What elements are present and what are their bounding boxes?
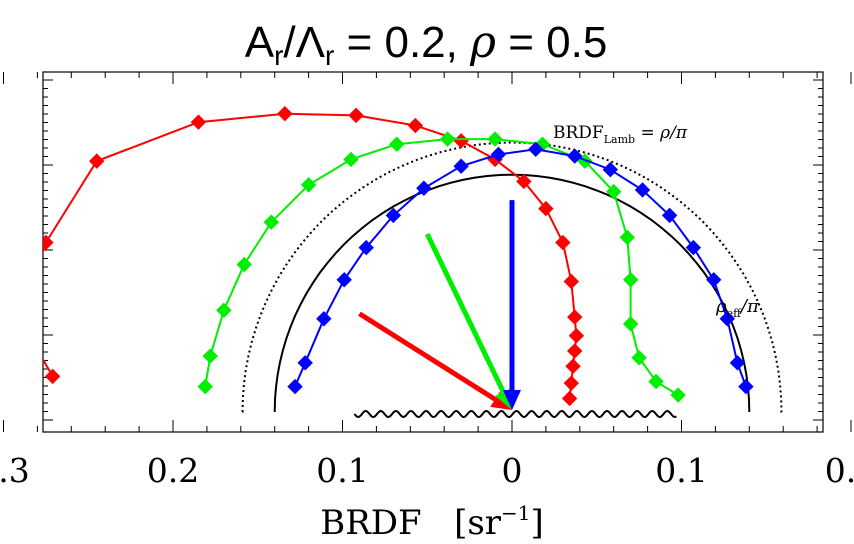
series-point bbox=[516, 173, 532, 190]
series-point bbox=[561, 390, 578, 407]
series-point bbox=[705, 272, 722, 288]
series-point bbox=[648, 373, 664, 390]
series-point bbox=[197, 378, 213, 395]
series-point bbox=[567, 343, 583, 359]
series-point bbox=[555, 234, 571, 251]
series-point bbox=[568, 328, 585, 344]
series-point bbox=[277, 105, 293, 122]
series-point bbox=[236, 256, 252, 273]
series-point bbox=[300, 177, 317, 193]
x-tick-label: 0.3 bbox=[0, 451, 30, 490]
series-point bbox=[385, 207, 402, 224]
incidence-arrow-head bbox=[503, 390, 521, 410]
incidence-arrows bbox=[358, 200, 521, 410]
series-point bbox=[567, 309, 583, 325]
series-point bbox=[216, 302, 232, 319]
series-point bbox=[43, 234, 54, 251]
incidence-arrow-shaft bbox=[358, 311, 497, 402]
series-point bbox=[622, 272, 639, 288]
series-point bbox=[567, 148, 583, 164]
x-axis-label: BRDF [sr−1] bbox=[320, 501, 544, 543]
series-point bbox=[729, 355, 746, 371]
series-point bbox=[738, 378, 754, 395]
series-point bbox=[487, 131, 503, 147]
chart-title: Ar/Λr = 0.2, ρ = 0.5 bbox=[245, 17, 608, 71]
series-point bbox=[190, 114, 207, 130]
series-point bbox=[389, 136, 405, 152]
series-point bbox=[407, 117, 424, 134]
series-point bbox=[13, 313, 27, 327]
series-point bbox=[605, 183, 622, 200]
lambertian-label: BRDFLamb = ρ/π bbox=[553, 123, 688, 146]
series-point bbox=[287, 378, 303, 395]
series-point bbox=[631, 350, 647, 366]
series-point bbox=[316, 311, 332, 327]
x-tick-label: 0.1 bbox=[655, 451, 707, 490]
x-axis-ticks bbox=[3, 72, 852, 432]
series-point bbox=[602, 161, 619, 178]
x-tick-label: 0 bbox=[502, 451, 523, 490]
series-point bbox=[490, 146, 507, 163]
series-point bbox=[670, 387, 686, 403]
series-point bbox=[297, 355, 313, 371]
series-point bbox=[685, 239, 702, 256]
lambertian-reference-curve bbox=[241, 141, 783, 413]
incidence-arrow-shaft bbox=[424, 232, 506, 394]
surface-roughness-line bbox=[353, 409, 677, 419]
series-point bbox=[348, 107, 364, 124]
brdf-series bbox=[13, 105, 754, 407]
series-point bbox=[44, 368, 61, 385]
x-tick-labels: 0.3 0.2 0.1 0 0.1 0.2 bbox=[0, 451, 854, 490]
series-point bbox=[263, 214, 280, 230]
series-point bbox=[453, 133, 469, 149]
series-point bbox=[622, 316, 639, 332]
series-point bbox=[619, 229, 635, 246]
series-point bbox=[538, 200, 554, 217]
series-point bbox=[439, 131, 456, 147]
series-point bbox=[528, 141, 544, 157]
series-point bbox=[89, 153, 105, 169]
series-point bbox=[202, 348, 218, 364]
series-point bbox=[343, 151, 359, 168]
series-point bbox=[563, 273, 580, 290]
x-tick-label: 0.1 bbox=[316, 451, 368, 490]
series-point bbox=[416, 180, 432, 196]
plot-frame bbox=[42, 71, 824, 433]
series-point bbox=[453, 158, 469, 174]
x-tick-label: 0.2 bbox=[825, 451, 854, 490]
series-point bbox=[565, 358, 581, 374]
series-point bbox=[661, 207, 678, 224]
series-point bbox=[719, 311, 735, 327]
series-point bbox=[358, 239, 374, 256]
series-point bbox=[336, 272, 352, 288]
series-point bbox=[634, 182, 651, 198]
effective-label: ρeff/π bbox=[715, 296, 760, 320]
x-tick-label: 0.2 bbox=[147, 451, 199, 490]
series-point bbox=[563, 375, 580, 391]
